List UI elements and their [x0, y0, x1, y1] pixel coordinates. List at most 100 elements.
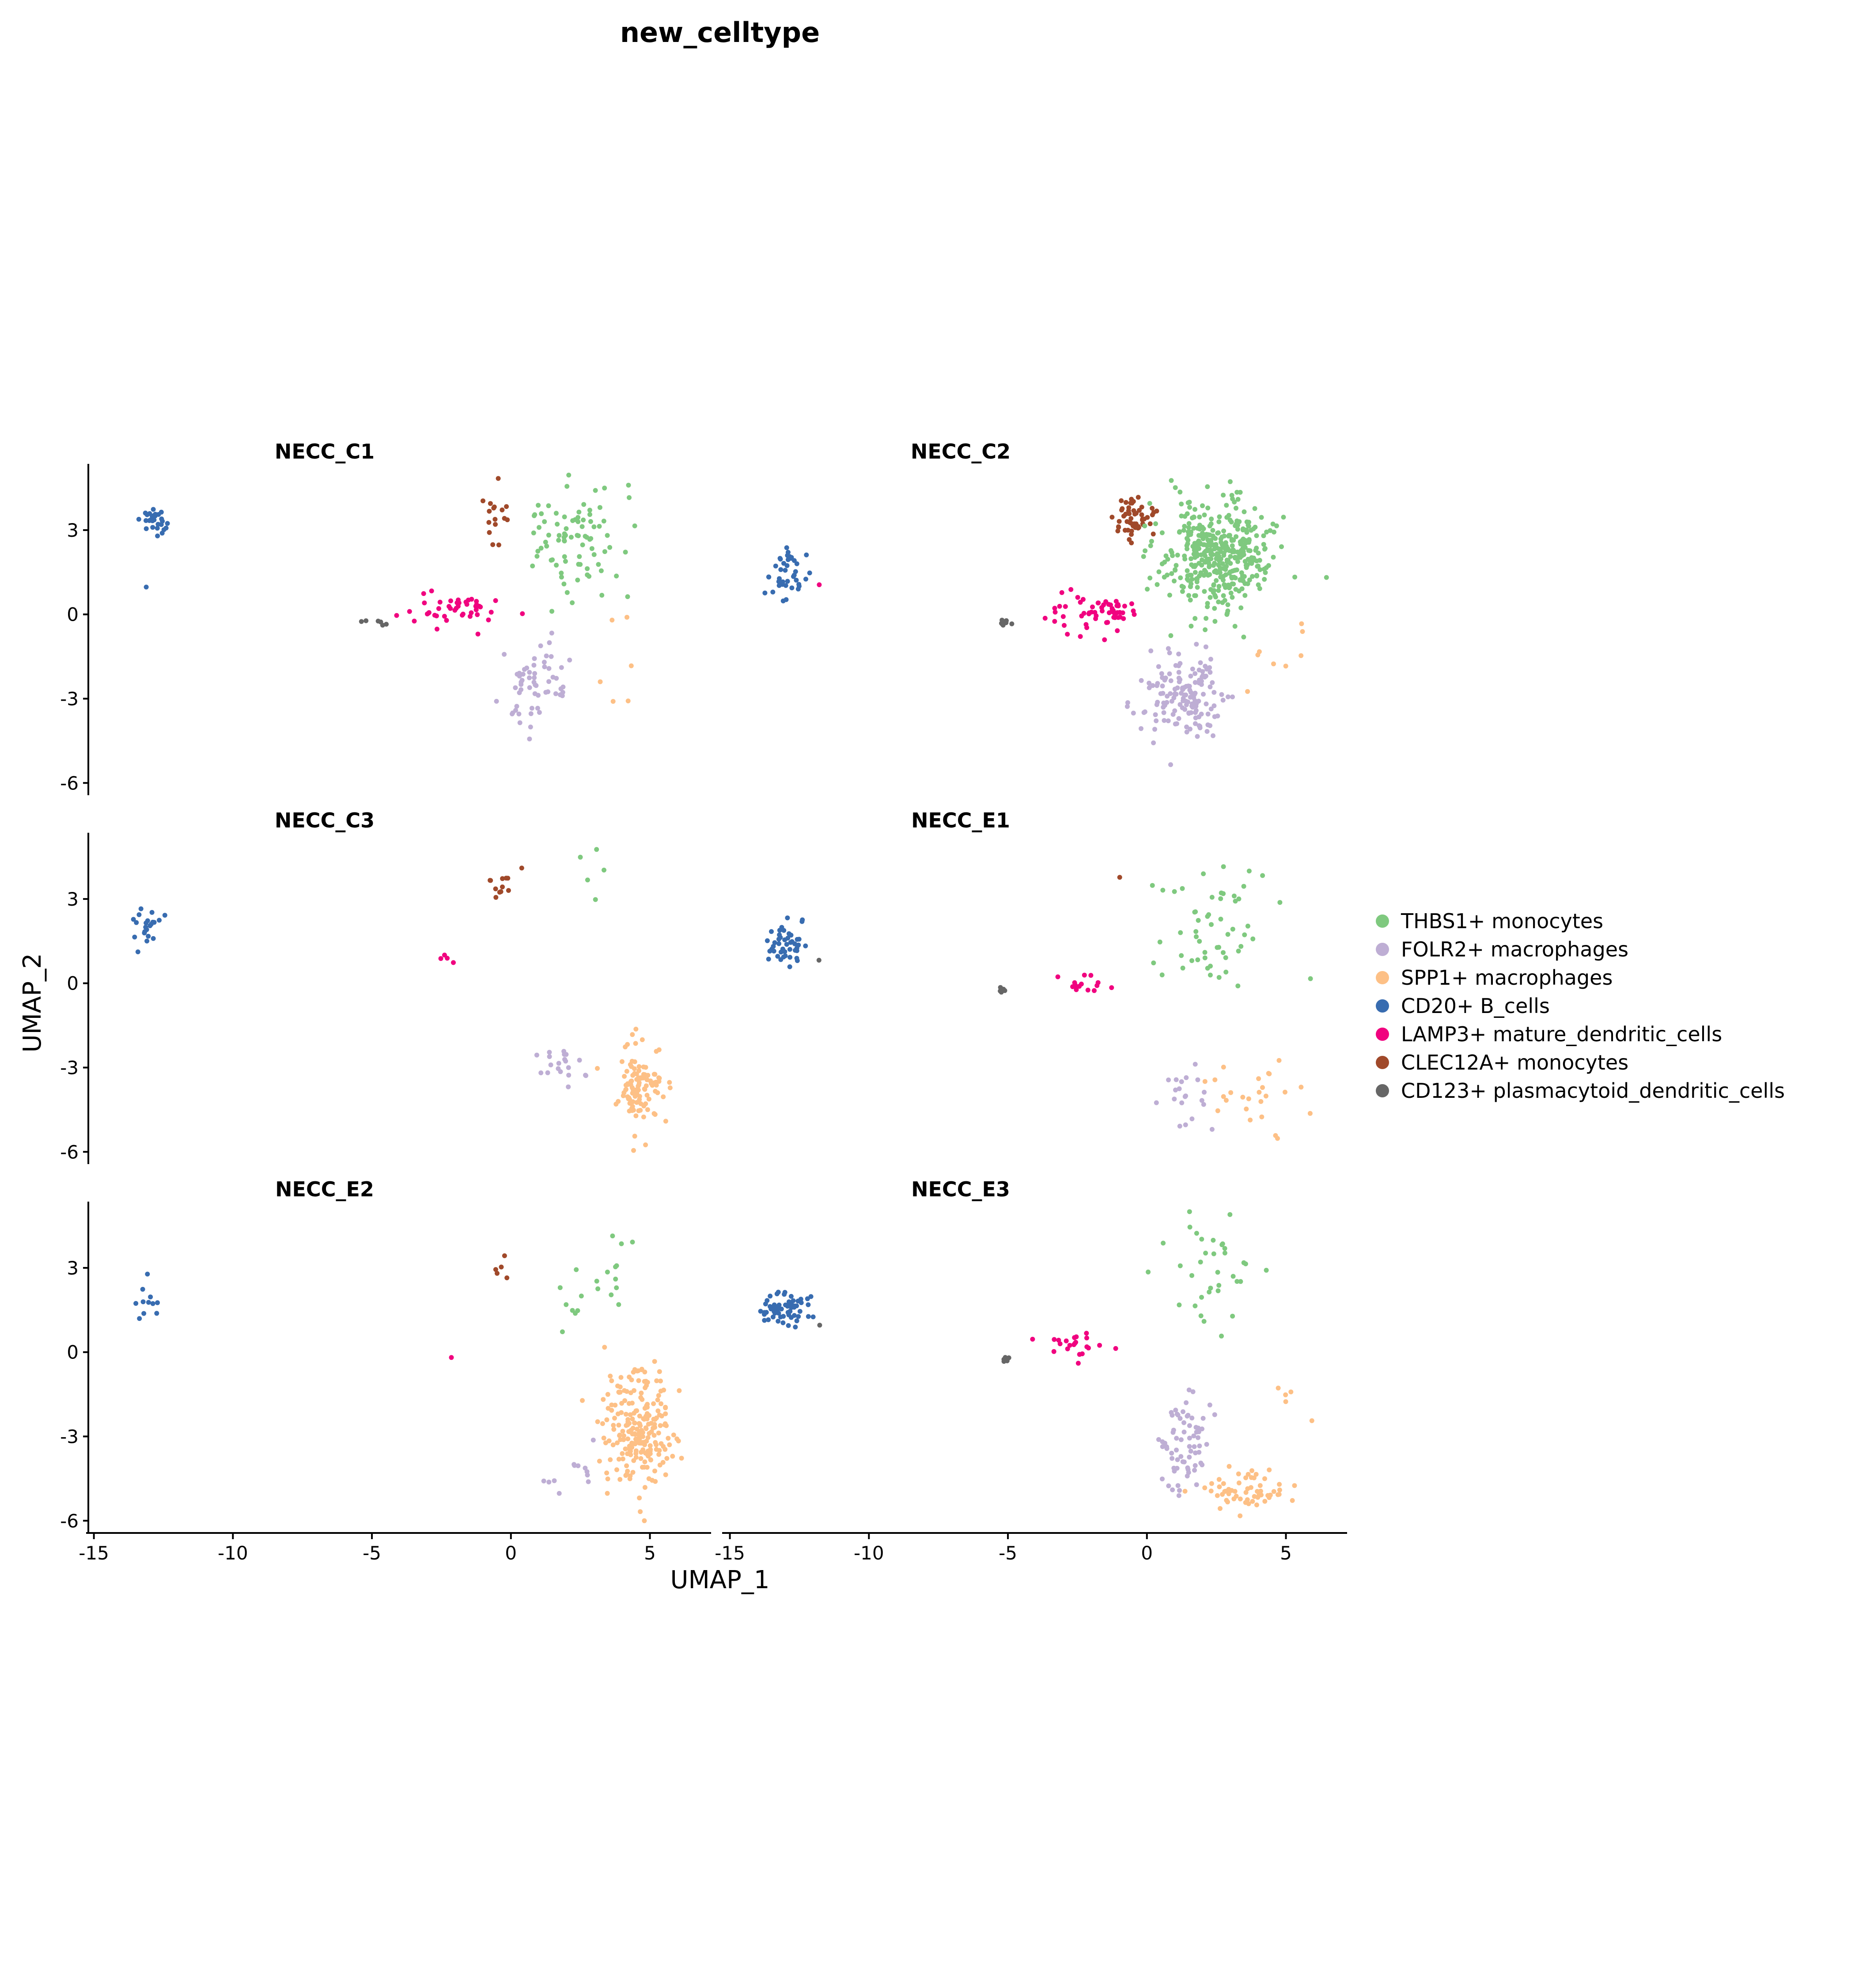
point-thbs1: [1189, 623, 1194, 629]
point-spp1: [638, 1101, 644, 1106]
point-folr2: [1160, 1439, 1165, 1444]
point-lamp3: [1117, 615, 1123, 620]
point-folr2: [1185, 1467, 1191, 1472]
point-folr2: [534, 683, 539, 688]
point-spp1: [631, 1458, 636, 1463]
point-cd20: [794, 1303, 799, 1309]
point-cd20: [787, 1301, 793, 1306]
point-spp1: [1248, 1485, 1253, 1490]
point-spp1: [1271, 1489, 1276, 1494]
point-folr2: [1196, 723, 1202, 728]
point-thbs1: [1250, 574, 1255, 579]
point-thbs1: [1220, 1241, 1225, 1246]
chart-title: new_celltype: [620, 16, 820, 49]
point-lamp3: [1096, 600, 1101, 606]
point-spp1: [619, 1410, 624, 1415]
point-spp1: [605, 1476, 610, 1482]
point-folr2: [547, 1050, 552, 1055]
point-thbs1: [575, 533, 580, 538]
point-thbs1: [1169, 571, 1174, 576]
point-cd20: [766, 574, 771, 580]
point-clec12a: [500, 884, 505, 890]
point-cd20: [767, 948, 772, 954]
point-thbs1: [1180, 965, 1185, 971]
point-folr2: [1147, 680, 1152, 686]
point-cd20: [145, 918, 150, 923]
point-folr2: [1181, 1430, 1187, 1434]
point-folr2: [1187, 1444, 1192, 1449]
point-thbs1: [605, 533, 610, 538]
point-thbs1: [1168, 633, 1174, 638]
point-spp1: [1266, 1071, 1271, 1076]
point-folr2: [1174, 1436, 1179, 1441]
point-cd20: [136, 516, 141, 522]
point-folr2: [1200, 674, 1205, 679]
point-folr2: [1171, 1465, 1177, 1471]
point-cd20: [132, 934, 137, 940]
point-clec12a: [492, 517, 498, 522]
point-spp1: [1255, 1495, 1261, 1500]
point-folr2: [1196, 1449, 1202, 1455]
point-clec12a: [1127, 537, 1132, 542]
point-clec12a: [1127, 520, 1132, 525]
point-spp1: [652, 1359, 657, 1364]
point-folr2: [1193, 1450, 1198, 1456]
point-cd20: [784, 563, 790, 568]
point-folr2: [572, 1463, 577, 1468]
point-spp1: [645, 1435, 651, 1440]
point-thbs1: [595, 1286, 601, 1291]
point-cd20: [144, 526, 149, 531]
point-thbs1: [531, 530, 536, 535]
point-cd20: [789, 585, 795, 591]
point-spp1: [628, 1390, 633, 1396]
point-thbs1: [1234, 489, 1240, 495]
point-cd20: [772, 940, 777, 945]
point-thbs1: [1241, 634, 1246, 640]
point-spp1: [654, 1378, 659, 1383]
point-folr2: [519, 682, 524, 687]
point-spp1: [1276, 1385, 1281, 1391]
point-thbs1: [581, 502, 587, 507]
x-tick-label: -5: [363, 1542, 381, 1564]
point-thbs1: [1227, 479, 1233, 484]
point-spp1: [1299, 621, 1304, 626]
y-tick-label: 0: [67, 973, 79, 994]
point-thbs1: [1179, 501, 1184, 507]
point-thbs1: [1221, 528, 1227, 534]
point-spp1: [621, 1437, 626, 1442]
point-folr2: [532, 671, 538, 676]
point-thbs1: [1174, 563, 1179, 568]
point-folr2: [1207, 1402, 1212, 1408]
legend-label: CD20+ B_cells: [1401, 994, 1550, 1018]
point-folr2: [1161, 700, 1166, 706]
point-cd20: [154, 1311, 159, 1316]
point-spp1: [623, 1446, 628, 1452]
point-thbs1: [1206, 912, 1211, 917]
point-folr2: [1200, 669, 1205, 674]
point-spp1: [632, 1441, 638, 1446]
point-spp1: [640, 1434, 646, 1439]
point-thbs1: [1264, 1267, 1269, 1273]
point-lamp3: [486, 617, 491, 622]
facet-title: NECC_E2: [275, 1177, 374, 1201]
point-thbs1: [1202, 512, 1207, 518]
point-thbs1: [560, 1329, 565, 1335]
point-spp1: [658, 1378, 663, 1384]
point-folr2: [1208, 670, 1213, 675]
point-lamp3: [1064, 1338, 1069, 1343]
point-lamp3: [469, 610, 474, 615]
point-thbs1: [1221, 550, 1227, 556]
point-folr2: [537, 710, 542, 715]
point-thbs1: [594, 1279, 599, 1284]
point-thbs1: [1181, 527, 1186, 533]
point-lamp3: [1052, 619, 1057, 624]
point-folr2: [1179, 1079, 1184, 1084]
point-cd20: [783, 583, 788, 588]
point-thbs1: [601, 519, 606, 524]
point-folr2: [1187, 1435, 1192, 1441]
point-thbs1: [1199, 552, 1204, 558]
point-folr2: [1176, 651, 1181, 656]
point-thbs1: [1215, 531, 1220, 536]
point-spp1: [639, 1441, 644, 1446]
point-folr2: [1171, 1427, 1176, 1433]
